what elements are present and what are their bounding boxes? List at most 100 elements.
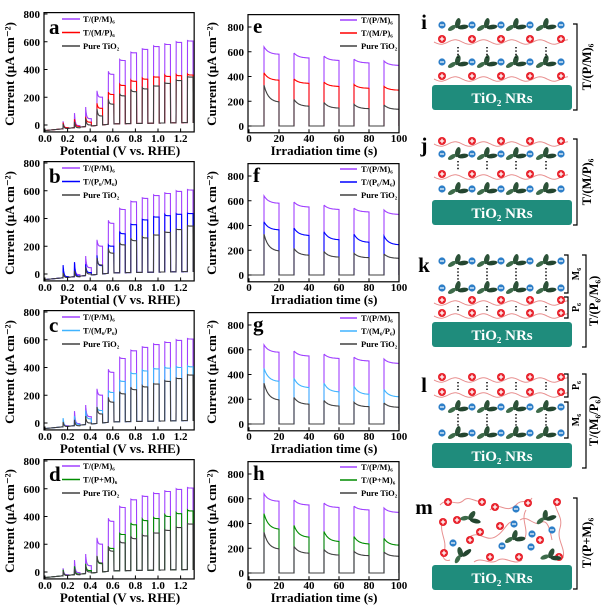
panel-letter: e bbox=[253, 14, 262, 38]
panel-letter: c bbox=[49, 313, 58, 337]
legend-label: T/(M₆/P₆) bbox=[361, 326, 396, 336]
legend-label: T/(M/P)₆ bbox=[361, 28, 393, 38]
legend-label: T/(P/M)₆ bbox=[83, 312, 115, 322]
flake bbox=[476, 62, 486, 68]
plot-lines bbox=[44, 39, 195, 132]
mxene-layer bbox=[438, 426, 565, 439]
y-axis-label: Current (μA cm⁻²) bbox=[2, 320, 17, 424]
polyanion-charge-icon bbox=[438, 185, 446, 193]
legend-label: T/(P₆/M₆) bbox=[83, 177, 118, 187]
layer-label: P₆ bbox=[571, 381, 582, 390]
schematic-panel-l: TiO₂ NRs l P₆ M₆ T/(M₆/P₆) bbox=[421, 373, 601, 469]
flake bbox=[515, 432, 527, 438]
plus-icon bbox=[558, 374, 564, 380]
substrate-label: TiO₂ NRs bbox=[471, 91, 532, 107]
polycation-charge-icon bbox=[557, 35, 565, 43]
polyanion-charge-icon bbox=[498, 542, 506, 550]
layer-bracket bbox=[573, 138, 578, 226]
flake bbox=[542, 55, 549, 66]
layer-bracket bbox=[582, 373, 587, 469]
flake bbox=[476, 261, 486, 267]
mxene-flake-icon bbox=[535, 426, 557, 439]
polyanion-charge-icon bbox=[438, 21, 446, 29]
y-tick-label: 200 bbox=[228, 96, 245, 108]
x-tick-label: 0.6 bbox=[106, 580, 120, 592]
schematic-panel-k: TiO₂ NRs k M₆ P₆ T/(P₆/M₆) bbox=[418, 253, 601, 348]
polycation-charge-icon bbox=[468, 388, 476, 396]
plus-icon bbox=[498, 310, 504, 316]
mxene-flake-icon bbox=[535, 147, 557, 160]
polyanion-charge-icon bbox=[557, 403, 565, 411]
panel-letter: j bbox=[420, 133, 428, 157]
series-line-2 bbox=[249, 72, 399, 127]
x-tick-label: 0 bbox=[246, 282, 252, 294]
x-tick-label: 100 bbox=[391, 133, 408, 145]
polycation-charge-icon bbox=[476, 528, 484, 536]
plus-icon bbox=[439, 374, 445, 380]
plus-icon bbox=[527, 297, 533, 303]
flake bbox=[454, 182, 461, 193]
polycation-charge-icon bbox=[438, 35, 446, 43]
polycation-charge-icon bbox=[497, 170, 505, 178]
x-tick-label: 20 bbox=[274, 282, 286, 294]
plus-icon bbox=[469, 138, 475, 144]
panel-letter: h bbox=[253, 461, 265, 485]
plus-icon bbox=[498, 171, 504, 177]
polycation-charge-icon bbox=[557, 170, 565, 178]
flake bbox=[483, 281, 490, 292]
panel-letter: m bbox=[415, 495, 433, 519]
polyanion-charge-icon bbox=[526, 185, 534, 193]
flake bbox=[542, 426, 549, 437]
plus-icon bbox=[445, 499, 451, 505]
plot-lines bbox=[249, 193, 399, 276]
flake bbox=[483, 55, 490, 66]
x-tick-label: 0.0 bbox=[38, 580, 52, 592]
plus-icon bbox=[498, 36, 504, 42]
polycation-charge-icon bbox=[557, 296, 565, 304]
flake bbox=[486, 61, 498, 67]
x-tick-label: 1.2 bbox=[174, 431, 188, 443]
layer-label: T/(M/P)₆ bbox=[580, 158, 594, 205]
mxene-flake-icon bbox=[476, 18, 498, 31]
flake bbox=[486, 153, 498, 159]
panel-letter: f bbox=[253, 163, 261, 187]
x-tick-label: 0.8 bbox=[129, 133, 143, 145]
x-axis-label: Potential (V vs. RHE) bbox=[60, 292, 180, 307]
mxene-flake-icon bbox=[505, 18, 527, 31]
x-tick-label: 40 bbox=[304, 431, 316, 443]
series-line-2 bbox=[249, 513, 399, 574]
flake bbox=[515, 188, 527, 194]
flake bbox=[535, 154, 545, 160]
plus-icon bbox=[527, 73, 533, 79]
plus-icon bbox=[439, 310, 445, 316]
plot-frame bbox=[247, 461, 400, 581]
polycation-charge-icon bbox=[526, 72, 534, 80]
x-tick-label: 80 bbox=[364, 282, 376, 294]
chart-panel-d: 0 200 400 600 800 0.0 0.2 0.4 0.6 0.8 1.0 1.2 Curren… bbox=[2, 456, 195, 605]
plus-icon bbox=[554, 499, 560, 505]
x-tick-label: 80 bbox=[364, 580, 376, 592]
x-axis-label: Potential (V vs. RHE) bbox=[60, 441, 180, 456]
plot-lines bbox=[44, 337, 195, 430]
flake bbox=[550, 555, 562, 561]
plus-icon bbox=[469, 374, 475, 380]
polyanion-charge-icon bbox=[557, 429, 565, 437]
polycation-layer bbox=[433, 35, 569, 45]
x-tick-label: 0.6 bbox=[106, 133, 120, 145]
layer-bracket bbox=[573, 23, 578, 111]
polyanion-charge-icon bbox=[468, 284, 476, 292]
flake bbox=[447, 25, 457, 31]
x-tick-label: 0.2 bbox=[61, 282, 75, 294]
x-tick-label: 100 bbox=[391, 580, 408, 592]
flake bbox=[483, 18, 490, 29]
polycation-layer bbox=[433, 170, 569, 180]
mxene-flake-icon bbox=[505, 426, 527, 439]
mxene-flake-icon bbox=[447, 55, 469, 68]
x-tick-label: 20 bbox=[274, 133, 286, 145]
flake bbox=[457, 24, 469, 30]
polycation-charge-icon bbox=[557, 137, 565, 145]
flake bbox=[515, 260, 527, 266]
series-line-3 bbox=[44, 75, 195, 132]
flake bbox=[512, 254, 519, 265]
plot-lines bbox=[249, 491, 399, 574]
